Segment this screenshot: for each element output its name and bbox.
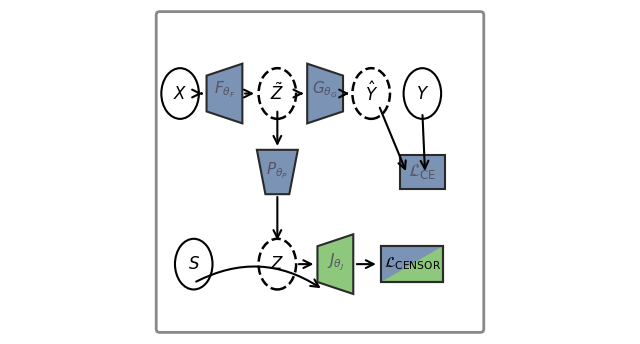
Ellipse shape — [353, 68, 390, 119]
FancyBboxPatch shape — [400, 155, 445, 189]
Polygon shape — [257, 150, 298, 194]
Polygon shape — [381, 246, 443, 282]
Ellipse shape — [259, 68, 296, 119]
Text: $S$: $S$ — [188, 255, 200, 273]
Ellipse shape — [175, 239, 212, 289]
Text: $\hat{Y}$: $\hat{Y}$ — [365, 82, 378, 105]
Text: $\mathcal{L}_{\mathrm{CE}}$: $\mathcal{L}_{\mathrm{CE}}$ — [408, 162, 436, 181]
Text: $Y$: $Y$ — [416, 85, 429, 103]
Text: $\mathcal{L}_{\mathrm{CENSOR}}$: $\mathcal{L}_{\mathrm{CENSOR}}$ — [383, 255, 441, 272]
Text: $G_{\theta_G}$: $G_{\theta_G}$ — [312, 80, 338, 100]
Polygon shape — [307, 64, 343, 123]
FancyBboxPatch shape — [156, 12, 484, 332]
FancyBboxPatch shape — [381, 246, 443, 282]
Text: $X$: $X$ — [173, 85, 188, 103]
Polygon shape — [207, 64, 243, 123]
Text: $P_{\theta_P}$: $P_{\theta_P}$ — [266, 160, 289, 181]
Text: $F_{\theta_F}$: $F_{\theta_F}$ — [214, 80, 236, 100]
Text: $\tilde{Z}$: $\tilde{Z}$ — [270, 83, 284, 104]
Ellipse shape — [259, 239, 296, 289]
Text: $Z$: $Z$ — [270, 255, 284, 273]
Text: $J_{\theta_J}$: $J_{\theta_J}$ — [326, 252, 344, 273]
Ellipse shape — [161, 68, 199, 119]
Ellipse shape — [404, 68, 441, 119]
Polygon shape — [317, 234, 353, 294]
